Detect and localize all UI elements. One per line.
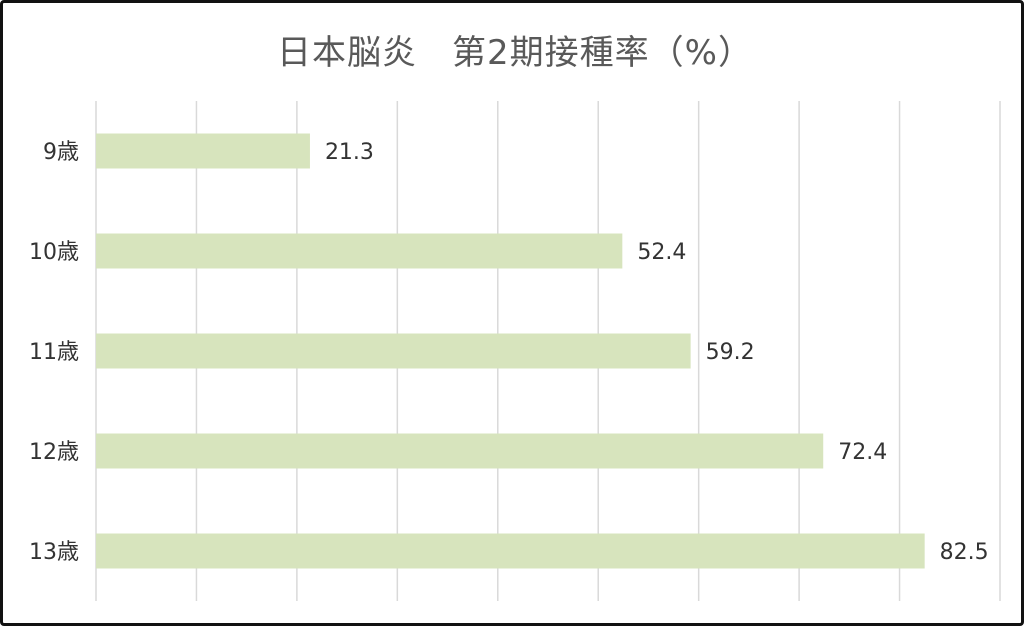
chart-title: 日本脳炎 第2期接種率（%） [277,33,753,73]
bar [96,133,310,169]
bar [96,533,925,569]
data-label: 82.5 [940,540,989,565]
data-label: 59.2 [706,340,755,365]
data-label: 21.3 [325,140,374,165]
category-label: 9歳 [43,140,79,165]
category-label: 11歳 [29,340,79,365]
data-label: 72.4 [838,440,887,465]
bar-chart: 9歳 21.3 10歳 52.4 11歳 59.2 12歳 72.4 13歳 82.5 [29,101,1001,601]
data-label: 52.4 [637,240,686,265]
category-label: 10歳 [29,240,79,265]
bar [96,233,623,269]
category-label: 13歳 [29,540,79,565]
bar [96,333,691,369]
bar [96,433,824,469]
category-label: 12歳 [29,440,79,465]
